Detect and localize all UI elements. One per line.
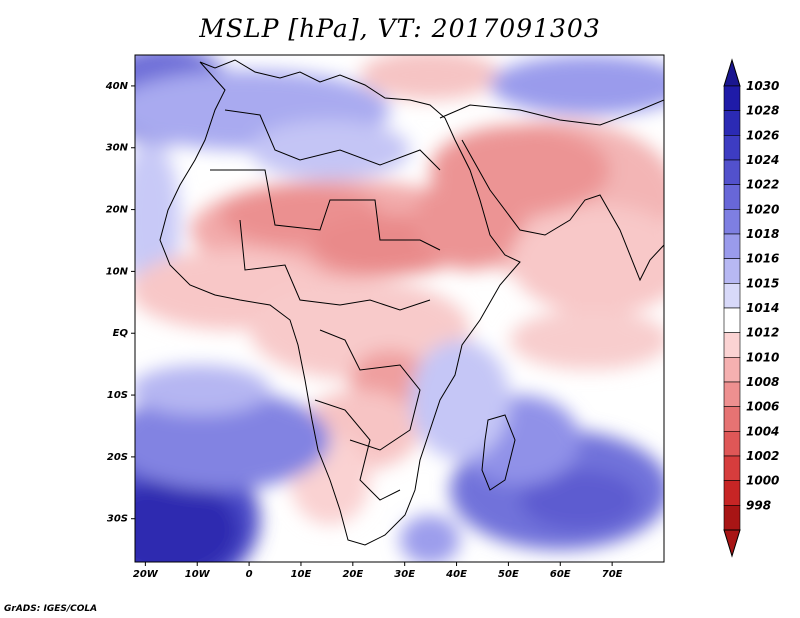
lat-label: 40N [105,81,129,92]
colorbar-swatch [723,505,741,531]
colorbar-swatch [723,233,741,259]
lon-label: 40E [445,569,467,580]
colorbar-swatch [723,283,741,309]
lat-label: 10N [106,266,129,277]
colorbar-label: 1026 [746,128,779,142]
colorbar-label: 1015 [746,276,779,290]
colorbar-label: 1010 [746,350,779,364]
credit-text: GrADS: IGES/COLA [4,604,98,614]
colorbar-swatch [723,159,741,185]
lat-label: EQ [113,328,129,339]
colorbar-swatch [723,258,741,284]
lat-label: 30N [106,143,129,154]
latitude-axis: 40N 30N 20N 10N EQ 10S 20S 30S [105,81,135,525]
lat-label: 30S [107,514,128,525]
lat-label: 20N [106,205,129,216]
colorbar-top-arrow [723,58,741,87]
colorbar-label: 1018 [746,227,779,241]
coastlines [159,59,664,546]
colorbar-label: 1012 [746,326,779,340]
lon-label: 10E [291,569,312,580]
colorbar-label: 1028 [746,104,779,118]
colorbar-swatch [723,406,741,432]
colorbar-label: 998 [746,498,771,512]
colorbar-label: 1020 [746,202,779,216]
longitude-axis: 20W 10W 0 10E 20E 30E 40E 50E 60E 70E [133,562,623,580]
colorbar-label: 1004 [746,424,779,438]
colorbar-label: 1030 [746,79,779,93]
colorbar-swatch [723,85,741,111]
colorbar-swatch [723,135,741,161]
colorbar-swatch [723,357,741,383]
lon-label: 70E [602,569,623,580]
map-title: MSLP [hPa], VT: 2017091303 [199,14,601,43]
colorbar-swatch [723,307,741,333]
colorbar-label: 1016 [746,252,779,266]
lat-label: 10S [107,390,128,401]
colorbar-label: 1014 [746,301,779,315]
colorbar-swatch [723,455,741,481]
colorbar-label: 1024 [746,153,779,167]
lon-label: 10W [185,569,211,580]
lon-label: 30E [394,569,415,580]
lon-label: 20E [342,569,363,580]
colorbar-bottom-arrow [723,529,741,558]
lon-label: 20W [133,569,159,580]
colorbar-swatch [723,332,741,358]
colorbar-swatch [723,480,741,506]
lon-label: 0 [246,569,253,580]
colorbar-label: 1000 [746,474,779,488]
colorbar-swatch [723,184,741,210]
colorbar-swatch [723,431,741,457]
colorbar-swatch [723,209,741,235]
lon-label: 60E [550,569,571,580]
pressure-field [135,55,664,562]
colorbar-swatch [723,110,741,136]
colorbar-swatch [723,381,741,407]
colorbar-label: 1022 [746,178,779,192]
colorbar-label: 1008 [746,375,779,389]
colorbar: 1030 1028 1026 1024 1022 1020 1018 1016 1015 1014… [723,58,779,558]
colorbar-label: 1002 [746,449,779,463]
lat-label: 20S [107,452,128,463]
lon-label: 50E [498,569,519,580]
colorbar-label: 1006 [746,400,779,414]
